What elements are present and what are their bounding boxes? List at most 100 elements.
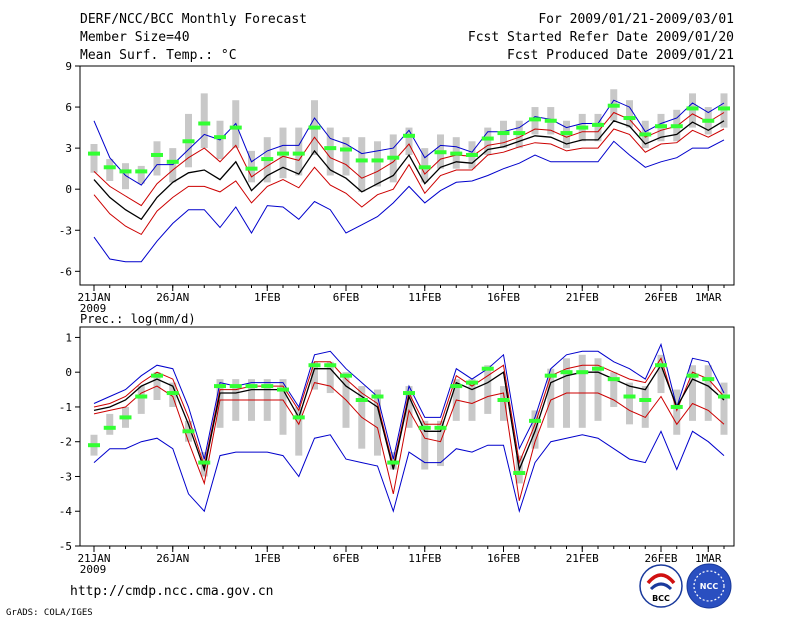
median-marker: [544, 118, 557, 123]
median-marker: [355, 158, 368, 163]
median-marker: [214, 384, 226, 389]
median-marker: [198, 460, 211, 465]
median-marker: [497, 131, 510, 136]
median-marker: [434, 425, 447, 430]
median-marker: [655, 124, 667, 129]
median-marker: [686, 106, 699, 111]
y-tick-label: 1: [65, 331, 72, 344]
median-marker: [497, 398, 510, 402]
ensemble-box: [342, 137, 350, 176]
ensemble-box: [279, 379, 287, 435]
median-marker: [324, 146, 337, 151]
ensemble-box: [137, 386, 145, 414]
median-marker: [182, 429, 195, 434]
ensemble-box: [626, 382, 633, 425]
x-tick-label: 16FEB: [487, 291, 520, 304]
median-marker: [450, 384, 463, 389]
median-marker: [403, 133, 415, 138]
ncc-logo-text: NCC: [700, 582, 719, 591]
ensemble-box: [295, 127, 303, 176]
forecast-produced-date: Fcst Produced Date 2009/01/21: [507, 48, 734, 63]
median-marker: [607, 103, 620, 108]
sd-lower-line: [93, 128, 725, 236]
x-tick-label: 6FEB: [333, 291, 360, 304]
y-tick-label: -3: [59, 224, 72, 237]
median-marker: [560, 131, 573, 136]
min-line: [93, 430, 725, 514]
median-marker: [135, 169, 148, 174]
x-tick-label: 21JAN: [77, 552, 110, 565]
precip-panel-title: Prec.: log(mm/d): [80, 312, 196, 326]
max-line: [93, 99, 725, 186]
ensemble-box: [594, 113, 602, 142]
median-marker: [718, 106, 730, 111]
median-marker: [513, 131, 526, 136]
median-marker: [686, 373, 699, 378]
median-marker: [529, 418, 541, 423]
median-marker: [481, 136, 494, 141]
median-marker: [166, 391, 179, 396]
median-marker: [466, 152, 478, 157]
median-marker: [702, 118, 715, 123]
ensemble-box: [169, 148, 177, 183]
median-marker: [103, 425, 116, 430]
median-marker: [88, 151, 100, 156]
median-marker: [623, 394, 636, 399]
ensemble-box: [626, 100, 633, 128]
ensemble-box: [610, 372, 618, 407]
median-marker: [308, 363, 321, 368]
median-marker: [623, 116, 636, 121]
median-marker: [418, 165, 431, 170]
median-marker: [403, 391, 415, 396]
ensemble-box: [500, 386, 507, 421]
x-tick-label: 11FEB: [408, 291, 441, 304]
median-marker: [103, 165, 116, 170]
ensemble-box: [484, 365, 492, 414]
y-tick-label: -2: [59, 436, 72, 449]
bcc-logo-arc-red: [646, 573, 676, 585]
ensemble-box: [358, 137, 366, 192]
median-marker: [119, 415, 132, 420]
ensemble-box: [295, 406, 303, 456]
ensemble-box: [689, 93, 696, 128]
ensemble-box: [106, 159, 114, 181]
median-marker: [670, 124, 683, 129]
ensemble-box: [547, 368, 555, 428]
x-tick-year: 2009: [80, 302, 107, 315]
ensemble-box: [421, 148, 429, 183]
median-marker: [371, 158, 384, 163]
median-marker: [292, 415, 305, 420]
sd-lower-line: [93, 382, 725, 501]
x-tick-label: 1FEB: [254, 291, 281, 304]
median-marker: [229, 125, 242, 130]
median-marker: [245, 384, 258, 389]
ensemble-box: [374, 141, 381, 187]
median-marker: [576, 125, 589, 130]
x-tick-label: 16FEB: [487, 552, 520, 565]
variable-label: Mean Surf. Temp.: °C: [80, 48, 237, 63]
ensemble-box: [106, 413, 114, 435]
plot-frame: [79, 326, 735, 547]
plot-frame: [79, 65, 735, 286]
ensemble-box: [673, 389, 681, 435]
median-marker: [529, 117, 541, 122]
median-marker: [340, 147, 352, 152]
y-tick-label: -6: [59, 265, 72, 278]
median-marker: [434, 150, 447, 155]
bcc-logo-ring: [639, 564, 683, 608]
median-marker: [576, 370, 589, 375]
median-marker: [308, 125, 321, 130]
ncc-logo: NCC: [686, 563, 732, 609]
footer-url[interactable]: http://cmdp.ncc.cma.gov.cn: [70, 584, 274, 599]
x-tick-year: 2009: [80, 563, 107, 576]
ensemble-box: [153, 141, 161, 176]
x-tick-label: 1MAR: [695, 291, 722, 304]
median-marker: [277, 151, 289, 156]
x-tick-label: 6FEB: [333, 552, 360, 565]
sd-upper-line: [93, 111, 725, 207]
ensemble-box: [437, 420, 444, 467]
ensemble-box: [216, 379, 224, 428]
y-tick-label: 0: [65, 366, 72, 379]
